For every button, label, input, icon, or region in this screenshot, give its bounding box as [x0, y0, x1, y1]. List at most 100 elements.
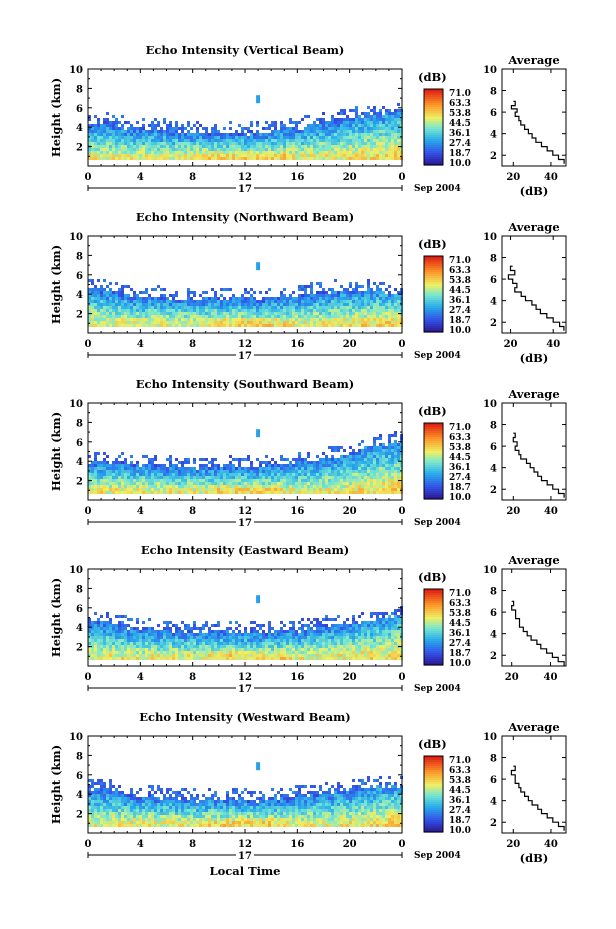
- colorbar-label: 18.7: [449, 649, 471, 659]
- colorbar-label: 63.3: [449, 433, 471, 443]
- colorbar-label: 10.0: [449, 826, 471, 836]
- profile-x-tick-label: 20: [506, 839, 520, 850]
- x-tick-label: 0: [399, 172, 406, 183]
- colorbar-swatch: [424, 635, 443, 638]
- colorbar-swatch: [424, 157, 443, 160]
- colorbar-swatch: [424, 302, 443, 305]
- colorbar-swatch: [424, 105, 443, 108]
- colorbar-label: 53.8: [449, 776, 471, 786]
- y-tick-label: 10: [69, 232, 83, 243]
- colorbar-swatch: [424, 792, 443, 795]
- profile-frame: [501, 735, 567, 834]
- y-tick-label: 2: [76, 810, 83, 821]
- colorbar-swatch: [424, 115, 443, 118]
- colorbar-swatch: [424, 477, 443, 480]
- colorbar-label: 27.4: [449, 806, 471, 816]
- colorbar-swatch: [424, 758, 443, 761]
- x-tick-label: 0: [85, 672, 92, 683]
- colorbar-swatch: [424, 145, 443, 148]
- day-span: 17: [87, 682, 403, 695]
- y-tick-label: 2: [76, 477, 83, 488]
- y-tick-label: 8: [76, 251, 83, 262]
- colorbar-swatch: [424, 129, 443, 132]
- x-tick-label: 0: [85, 506, 92, 517]
- colorbar-swatch: [424, 611, 443, 614]
- profile-frame: [501, 402, 567, 501]
- x-tick-label: 20: [343, 172, 357, 183]
- colorbar-swatch: [424, 123, 443, 126]
- colorbar-label: 44.5: [449, 286, 471, 296]
- x-axis: 0 4 8 12 16 20 0: [85, 403, 406, 517]
- colorbar-label: 36.1: [449, 796, 471, 806]
- colorbar-swatch: [424, 623, 443, 626]
- colorbar-swatch: [424, 603, 443, 606]
- colorbar-swatch: [424, 266, 443, 269]
- colorbar-frame: [423, 88, 444, 166]
- colorbar-swatch: [424, 298, 443, 301]
- colorbar-label: 44.5: [449, 786, 471, 796]
- y-tick-label: 2: [76, 143, 83, 154]
- y-tick-label: 6: [76, 271, 83, 282]
- colorbar-swatch: [424, 613, 443, 616]
- average-profile: Average 2 4 6 8 10 20 40(dB): [483, 53, 567, 198]
- colorbar-label: 18.7: [449, 816, 471, 826]
- colorbar-swatch: [424, 597, 443, 600]
- colorbar-swatch: [424, 159, 443, 162]
- colorbar-swatch: [424, 111, 443, 114]
- profile-y-tick-label: 2: [490, 151, 497, 162]
- profile-line: [510, 765, 565, 831]
- colorbar-swatch: [424, 647, 443, 650]
- colorbar-swatch: [424, 659, 443, 662]
- colorbar: (dB)71.063.353.844.536.127.418.710.0: [418, 404, 471, 503]
- profile-x-axis-label: (dB): [520, 851, 549, 865]
- colorbar-swatch: [424, 661, 443, 664]
- day-label: 17: [238, 851, 252, 862]
- echo-patch: [256, 429, 261, 438]
- colorbar-label: 10.0: [449, 159, 471, 169]
- colorbar-swatch: [424, 814, 443, 817]
- date-label: Sep 2004: [414, 851, 461, 861]
- colorbar-swatch: [424, 256, 443, 259]
- colorbar-swatch: [424, 141, 443, 144]
- x-tick-label: 0: [399, 339, 406, 350]
- colorbar-swatch: [424, 816, 443, 819]
- x-tick-label: 16: [290, 506, 304, 517]
- colorbar-unit: (dB): [418, 737, 447, 751]
- colorbar-swatch: [424, 593, 443, 596]
- colorbar-swatch: [424, 119, 443, 122]
- colorbar-label: 53.8: [449, 609, 471, 619]
- colorbar-swatch: [424, 103, 443, 106]
- colorbar-swatch: [424, 155, 443, 158]
- y-axis: 2 4 6 8 10: [69, 732, 402, 824]
- profile-title: Average: [507, 553, 559, 567]
- colorbar-swatch: [424, 776, 443, 779]
- colorbar-swatch: [424, 318, 443, 321]
- profile-x-tick-label: 40: [544, 672, 558, 683]
- colorbar-swatch: [424, 274, 443, 277]
- colorbar-swatch: [424, 794, 443, 797]
- x-tick-label: 0: [399, 672, 406, 683]
- echo-patch: [256, 762, 261, 771]
- colorbar-swatch: [424, 651, 443, 654]
- y-tick-label: 8: [76, 84, 83, 95]
- x-tick-label: 4: [137, 839, 144, 850]
- colorbar-swatch: [424, 615, 443, 618]
- colorbar-swatch: [424, 258, 443, 261]
- colorbar-swatch: [424, 774, 443, 777]
- profile-x-axis-label: (dB): [520, 351, 549, 365]
- colorbar-swatch: [424, 437, 443, 440]
- echo-patch: [256, 595, 261, 604]
- x-tick-label: 8: [189, 839, 196, 850]
- colorbar-swatch: [424, 663, 443, 666]
- x-axis-label: Local Time: [210, 864, 281, 878]
- echo-heatmap: [88, 95, 403, 160]
- colorbar-swatch: [424, 804, 443, 807]
- colorbar: (dB)71.063.353.844.536.127.418.710.0: [418, 70, 471, 169]
- x-axis: 0 4 8 12 16 20 0: [85, 236, 406, 350]
- y-tick-label: 8: [76, 584, 83, 595]
- x-tick-label: 12: [238, 339, 252, 350]
- profile-line: [512, 432, 565, 498]
- day-span: 17: [87, 849, 403, 862]
- colorbar-swatch: [424, 639, 443, 642]
